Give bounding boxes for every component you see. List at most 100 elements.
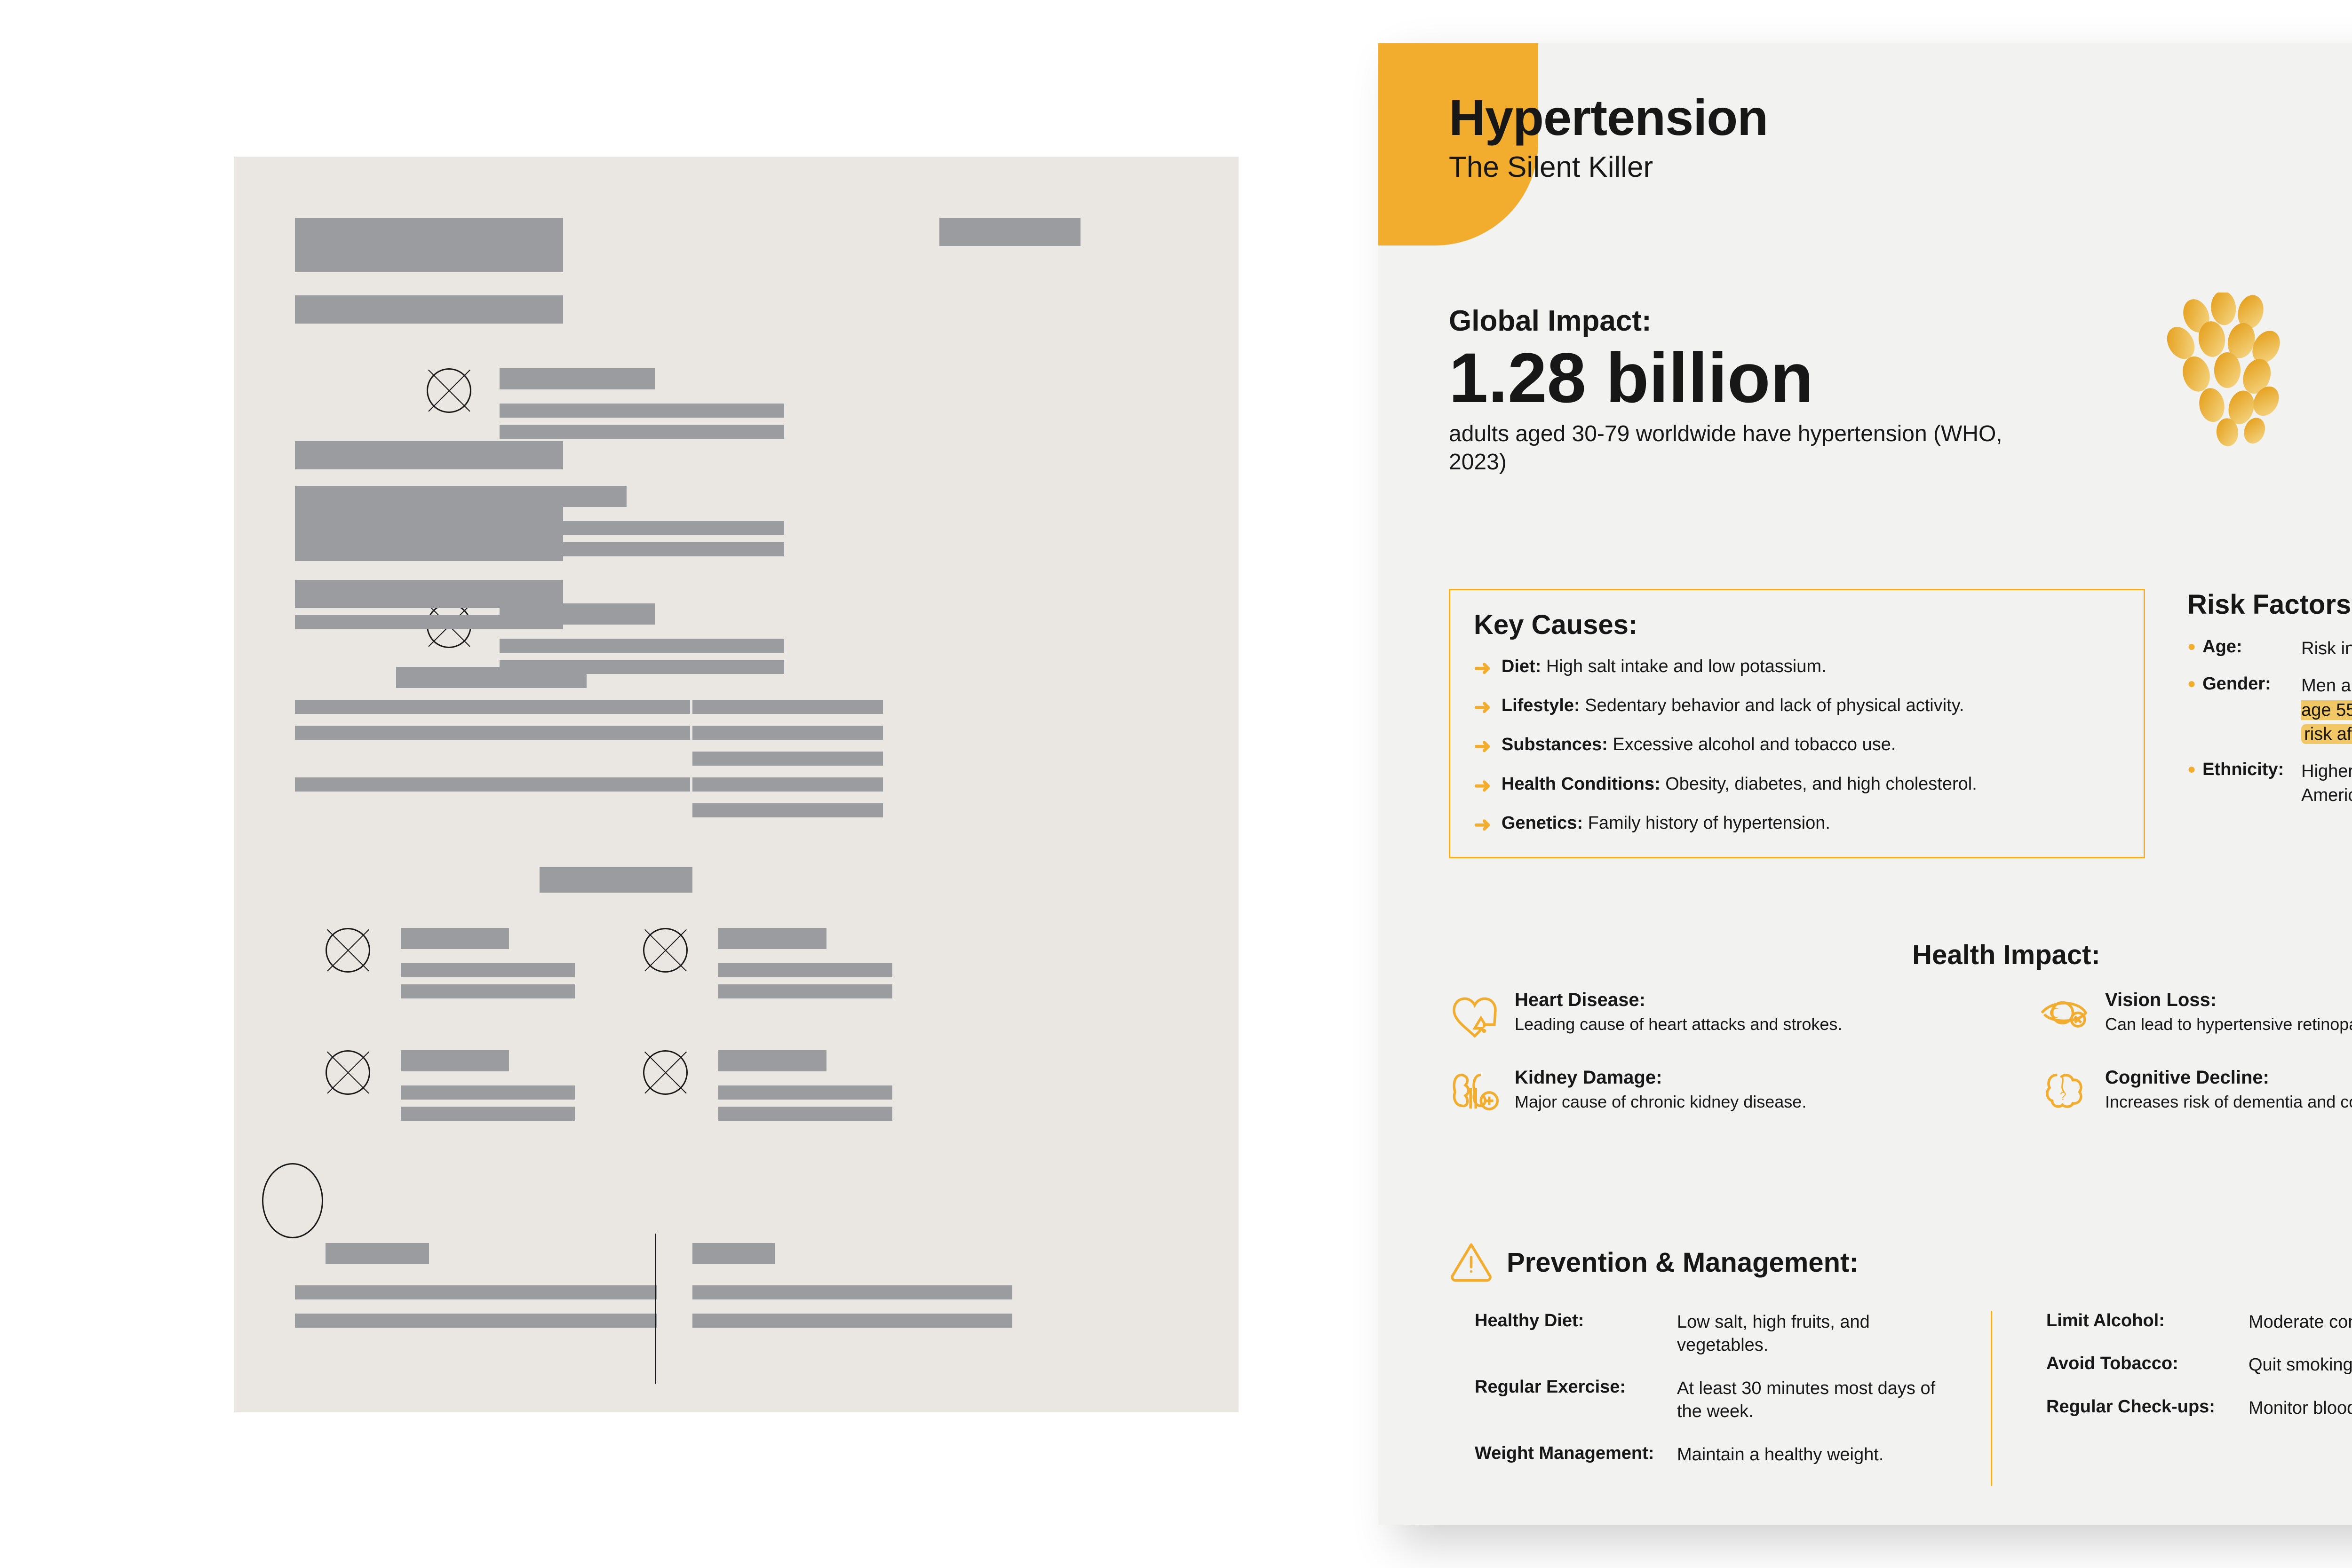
wf-placeholder-icon bbox=[262, 1163, 323, 1238]
key-cause-row-3: ➜ Health Conditions: Obesity, diabetes, … bbox=[1474, 772, 2120, 799]
svg-text:?: ? bbox=[2060, 1090, 2066, 1102]
wf-bar bbox=[692, 700, 883, 714]
wf-bar bbox=[718, 1085, 892, 1100]
arrow-icon: ➜ bbox=[1474, 694, 1491, 721]
wf-bar bbox=[401, 963, 575, 977]
wf-divider-line bbox=[655, 1234, 656, 1384]
wf-bar bbox=[540, 867, 692, 893]
health-impact-desc: Can lead to hypertensive retinopathy. bbox=[2105, 1014, 2352, 1036]
risk-factor-row-2: ● Ethnicity: Higher prevalence in Africa… bbox=[2187, 760, 2352, 808]
wf-bar bbox=[939, 218, 1081, 246]
key-cause-row-2: ➜ Substances: Excessive alcohol and toba… bbox=[1474, 733, 2120, 760]
wf-bar bbox=[718, 1050, 826, 1071]
health-impact-desc: Leading cause of heart attacks and strok… bbox=[1515, 1014, 1842, 1036]
arrow-icon: ➜ bbox=[1474, 772, 1491, 799]
arrow-icon: ➜ bbox=[1474, 811, 1491, 838]
prevention-row-1: Regular Exercise: At least 30 minutes mo… bbox=[1475, 1377, 1965, 1424]
wf-bar bbox=[692, 1243, 775, 1264]
wf-bar bbox=[500, 368, 655, 389]
wf-bar bbox=[295, 777, 690, 792]
wf-bar bbox=[692, 1285, 1012, 1299]
wf-bar bbox=[500, 639, 784, 653]
wf-bar bbox=[500, 425, 784, 439]
health-impact-heading: Kidney Damage: bbox=[1515, 1067, 1806, 1088]
arrow-icon: ➜ bbox=[1474, 733, 1491, 760]
wf-bar bbox=[295, 726, 690, 740]
wf-bar bbox=[295, 1285, 657, 1299]
wf-bar bbox=[396, 667, 587, 688]
wf-bar bbox=[718, 1107, 892, 1121]
wireframe-template-panel bbox=[234, 157, 1239, 1412]
wf-bar bbox=[295, 486, 563, 561]
wf-placeholder-icon bbox=[643, 1050, 688, 1095]
heart-warning-icon bbox=[1449, 990, 1501, 1041]
key-causes-title: Key Causes: bbox=[1474, 609, 2120, 641]
wf-bar bbox=[401, 1050, 509, 1071]
wf-bar bbox=[401, 1085, 575, 1100]
page-subtitle: The Silent Killer bbox=[1449, 150, 1768, 184]
global-impact-label: Global Impact: bbox=[1449, 304, 2004, 338]
health-impact-heading: Heart Disease: bbox=[1515, 990, 1842, 1011]
prevention-left-column: Healthy Diet: Low salt, high fruits, and… bbox=[1449, 1311, 1992, 1486]
wf-bar bbox=[692, 726, 883, 740]
prevention-row-2: Weight Management: Maintain a healthy we… bbox=[1475, 1443, 1965, 1466]
wf-bar bbox=[295, 218, 563, 272]
wf-bar bbox=[692, 1314, 1012, 1328]
prevention-section: Prevention & Management: Healthy Diet: L… bbox=[1449, 1240, 2352, 1486]
wf-bar bbox=[401, 1107, 575, 1121]
bullet-icon: ● bbox=[2187, 760, 2196, 808]
risk-factor-row-1: ● Gender: Men are at higher risk before … bbox=[2187, 674, 2352, 746]
health-impact-desc: Major cause of chronic kidney disease. bbox=[1515, 1091, 1806, 1113]
health-impact-section: Health Impact: Heart Disease: Leading ca… bbox=[1449, 939, 2352, 1119]
key-causes-section: Key Causes: ➜ Diet: High salt intake and… bbox=[1449, 589, 2145, 858]
title-block: Hypertension The Silent Killer bbox=[1449, 88, 1768, 184]
global-impact-desc: adults aged 30-79 worldwide have hyperte… bbox=[1449, 420, 2004, 476]
highlighted-text: risk after 55. bbox=[2301, 724, 2352, 744]
wf-placeholder-icon bbox=[326, 928, 370, 973]
wf-bar bbox=[295, 615, 563, 629]
global-impact-section: Global Impact: 1.28 billion adults aged … bbox=[1449, 304, 2004, 499]
wf-bar bbox=[692, 777, 883, 792]
page-title: Hypertension bbox=[1449, 88, 1768, 147]
highlighted-text: before age 55; bbox=[2301, 676, 2352, 720]
key-cause-row-1: ➜ Lifestyle: Sedentary behavior and lack… bbox=[1474, 694, 2120, 721]
health-impact-item-0: Heart Disease: Leading cause of heart at… bbox=[1449, 990, 1973, 1041]
wf-placeholder-icon bbox=[326, 1050, 370, 1095]
infographic-panel: Hypertension The Silent Killer @drnoblei… bbox=[1378, 43, 2352, 1525]
eye-warning-icon bbox=[2039, 990, 2091, 1041]
risk-factor-row-0: ● Age: Risk increases with age. bbox=[2187, 637, 2352, 661]
prevention-row-5: Regular Check-ups: Monitor blood pressur… bbox=[2046, 1397, 2352, 1420]
global-impact-number: 1.28 billion bbox=[1449, 342, 2004, 413]
prevention-title: Prevention & Management: bbox=[1507, 1247, 1859, 1278]
wf-placeholder-icon bbox=[427, 368, 471, 413]
health-impact-title: Health Impact: bbox=[1449, 939, 2352, 971]
kidney-icon bbox=[1449, 1067, 1501, 1119]
warning-triangle-icon bbox=[1449, 1240, 1494, 1285]
wf-bar bbox=[500, 404, 784, 418]
prevention-right-column: Limit Alcohol: Moderate consumption. Avo… bbox=[2020, 1311, 2352, 1486]
key-cause-row-0: ➜ Diet: High salt intake and low potassi… bbox=[1474, 655, 2120, 681]
health-impact-heading: Vision Loss: bbox=[2105, 990, 2352, 1011]
wf-bar bbox=[692, 752, 883, 766]
wf-bar bbox=[295, 580, 563, 608]
globe-icon bbox=[2150, 293, 2305, 448]
risk-factors-section: Risk Factors: ● Age: Risk increases with… bbox=[2187, 589, 2352, 821]
wf-bar bbox=[718, 984, 892, 998]
health-impact-item-3: ? Cognitive Decline: Increases risk of d… bbox=[2039, 1067, 2352, 1119]
wf-bar bbox=[401, 928, 509, 949]
wf-bar bbox=[326, 1243, 429, 1264]
wf-bar bbox=[401, 984, 575, 998]
prevention-row-4: Avoid Tobacco: Quit smoking. bbox=[2046, 1354, 2352, 1377]
wf-bar bbox=[718, 963, 892, 977]
bullet-icon: ● bbox=[2187, 674, 2196, 746]
wf-bar bbox=[718, 928, 826, 949]
bullet-icon: ● bbox=[2187, 637, 2196, 661]
wf-bar bbox=[295, 441, 563, 469]
prevention-row-3: Limit Alcohol: Moderate consumption. bbox=[2046, 1311, 2352, 1334]
wf-bar bbox=[295, 700, 690, 714]
wf-bar bbox=[692, 803, 883, 817]
health-impact-heading: Cognitive Decline: bbox=[2105, 1067, 2352, 1088]
health-impact-desc: Increases risk of dementia and cognitive… bbox=[2105, 1091, 2352, 1113]
prevention-row-0: Healthy Diet: Low salt, high fruits, and… bbox=[1475, 1311, 1965, 1357]
wf-placeholder-icon bbox=[643, 928, 688, 973]
